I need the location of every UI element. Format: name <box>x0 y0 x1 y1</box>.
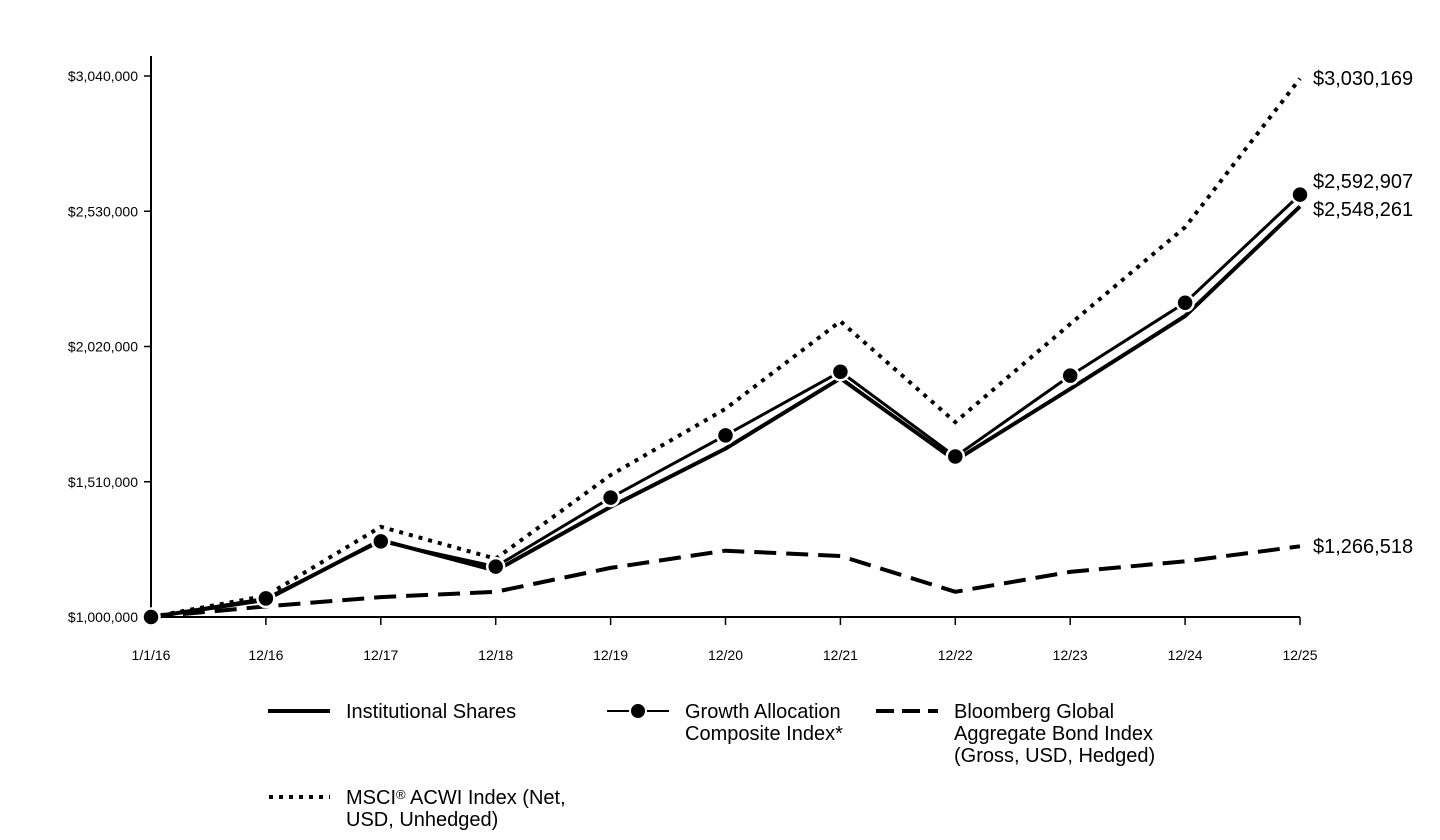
series-point <box>945 446 966 467</box>
legend-label-msci: MSCI® ACWI Index (Net, USD, Unhedged) <box>346 787 566 831</box>
legend-swatch-dotted <box>269 795 330 799</box>
series-point <box>1175 292 1195 313</box>
legend-item-bloomberg: Bloomberg Global Aggregate Bond Index (G… <box>876 701 1155 767</box>
legend-item-institutional-shares: Institutional Shares <box>268 701 516 723</box>
x-tick-label: 1/1/16 <box>132 647 171 663</box>
series-point <box>715 425 736 446</box>
series-line-solid <box>150 204 1302 619</box>
legend-item-growth-allocation: Growth Allocation Composite Index* <box>607 701 843 745</box>
legend-label-growth-allocation: Growth Allocation Composite Index* <box>685 701 843 745</box>
x-tick-label: 12/22 <box>938 647 973 663</box>
y-tick-label: $3,040,000 <box>68 68 138 84</box>
series-line-dotted <box>150 77 1302 619</box>
series-point <box>830 361 851 382</box>
series-point <box>256 588 276 609</box>
legend-label-bloomberg: Bloomberg Global Aggregate Bond Index (G… <box>954 701 1156 767</box>
y-tick-label: $2,020,000 <box>68 339 138 355</box>
x-tick-label: 12/21 <box>823 647 858 663</box>
legend-swatch-dashed <box>876 709 938 713</box>
series-line-dashed <box>150 544 1301 619</box>
registered-mark: ® <box>396 787 406 802</box>
axes: $1,000,000 $1,510,000 $2,020,000 $2,530,000… <box>68 56 1318 663</box>
series-point <box>600 487 621 508</box>
end-labels: $3,030,169 $2,592,907 $2,548,261 $1,266,518 <box>1313 68 1413 558</box>
series-point <box>1290 184 1310 205</box>
y-tick-label: $2,530,000 <box>68 203 138 219</box>
x-tick-label: 12/16 <box>248 647 283 663</box>
series-point <box>371 531 391 552</box>
end-value-label: $3,030,169 <box>1313 68 1413 90</box>
end-value-label: $2,548,261 <box>1313 199 1413 221</box>
x-tick-label: 12/17 <box>363 647 398 663</box>
series-layer <box>141 77 1310 627</box>
series-line-solid-circle <box>150 193 1302 619</box>
x-tick-label: 12/18 <box>478 647 513 663</box>
legend-swatch-circle-marker <box>607 702 669 720</box>
end-value-label: $1,266,518 <box>1313 536 1413 558</box>
x-tick-label: 12/23 <box>1053 647 1088 663</box>
series-point <box>1060 365 1080 386</box>
series-point <box>141 607 161 627</box>
x-tick-label: 12/25 <box>1282 647 1317 663</box>
legend-label-institutional-shares: Institutional Shares <box>346 701 517 723</box>
legend-item-msci: MSCI® ACWI Index (Net, USD, Unhedged) <box>268 787 566 831</box>
series-point <box>485 556 506 577</box>
end-value-label: $2,592,907 <box>1313 171 1413 193</box>
legend-swatch-solid <box>268 709 330 713</box>
y-tick-label: $1,000,000 <box>68 609 138 625</box>
y-tick-label: $1,510,000 <box>68 474 138 490</box>
x-tick-label: 12/20 <box>708 647 743 663</box>
x-tick-label: 12/24 <box>1168 647 1203 663</box>
x-tick-label: 12/19 <box>593 647 628 663</box>
